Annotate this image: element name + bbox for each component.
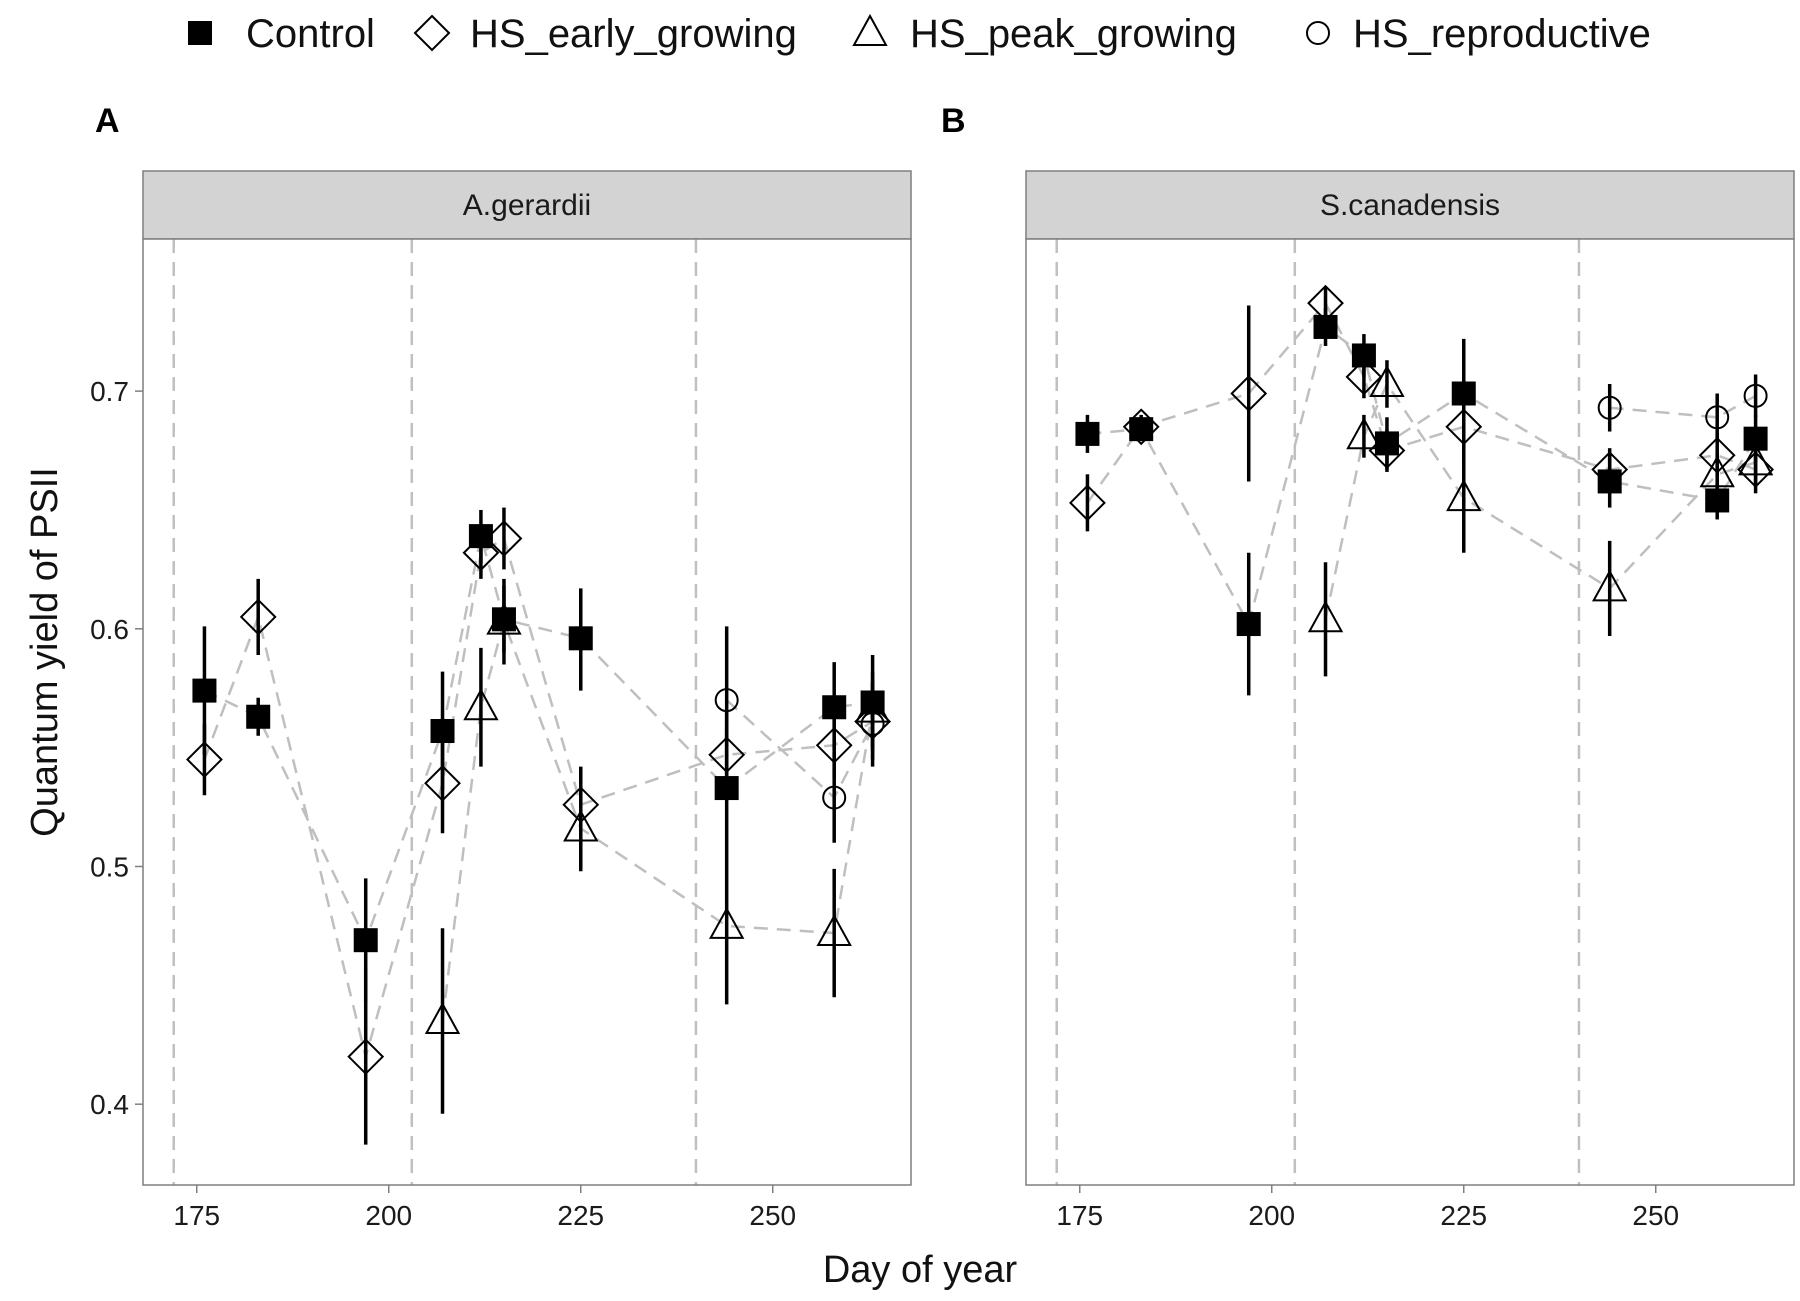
y-tick-label: 0.4	[90, 1089, 129, 1120]
x-tick-label: 200	[365, 1200, 412, 1231]
point-hs-peak-growing	[1446, 479, 1482, 512]
series-line-hs-early-growing	[1086, 300, 1757, 504]
point-control	[714, 776, 739, 801]
x-tick-label: 175	[173, 1200, 220, 1231]
point-control	[1313, 314, 1338, 339]
point-hs-early-growing	[815, 726, 853, 764]
x-tick-label: 250	[749, 1200, 796, 1231]
legend-marker-hs-reproductive	[1306, 21, 1330, 45]
point-hs-peak-growing	[1737, 443, 1774, 476]
point-control	[1374, 431, 1399, 456]
point-hs-early-growing	[1230, 375, 1268, 412]
point-hs-peak-growing	[816, 913, 852, 947]
x-tick-label: 225	[1440, 1200, 1487, 1231]
point-control	[1351, 343, 1376, 368]
point-hs-early-growing	[462, 534, 500, 572]
point-control	[353, 928, 378, 953]
point-hs-peak-growing	[708, 906, 745, 939]
point-hs-reproductive	[1597, 395, 1622, 420]
x-tick-label: 250	[1632, 1200, 1679, 1231]
point-hs-early-growing	[186, 741, 223, 778]
point-hs-early-growing	[1737, 451, 1775, 488]
point-hs-peak-growing	[463, 688, 499, 721]
legend-marker-hs-peak-growing	[852, 13, 888, 46]
point-hs-peak-growing	[424, 1001, 461, 1034]
point-hs-peak-growing	[1699, 455, 1735, 488]
point-control	[1129, 417, 1154, 442]
point-hs-reproductive	[1743, 383, 1768, 408]
panel-label: B	[941, 102, 966, 140]
plot-background	[1026, 239, 1794, 1185]
y-axis-title: Quantum yield of PSII	[24, 467, 66, 837]
point-hs-peak-growing	[1591, 569, 1628, 602]
strip-background	[142, 170, 912, 240]
point-control	[1451, 381, 1476, 406]
point-hs-peak-growing	[854, 690, 891, 723]
strip-title: A.gerardii	[463, 189, 591, 222]
y-tick-label: 0.7	[90, 376, 129, 407]
y-tick-label: 0.5	[90, 851, 129, 882]
point-hs-peak-growing	[486, 602, 522, 635]
panel-label: A	[95, 102, 120, 140]
point-hs-early-growing	[1368, 432, 1406, 469]
plot-frame	[142, 238, 912, 1186]
legend-label-hs-reproductive: HS_reproductive	[1353, 12, 1651, 56]
point-control	[1075, 421, 1100, 446]
point-control	[1705, 488, 1730, 513]
point-hs-early-growing	[239, 598, 277, 636]
point-hs-peak-growing	[1369, 364, 1405, 397]
point-hs-early-growing	[1445, 408, 1483, 446]
point-hs-early-growing	[1345, 358, 1383, 396]
legend-label-hs-early-growing: HS_early_growing	[470, 12, 797, 56]
point-hs-early-growing	[1698, 436, 1736, 474]
series-line-hs-reproductive	[1609, 394, 1757, 419]
point-control	[568, 626, 593, 651]
point-hs-early-growing	[1122, 408, 1160, 446]
point-control	[1597, 469, 1622, 494]
plot-background	[143, 239, 911, 1185]
plot-frame	[1025, 238, 1795, 1186]
x-tick-label: 175	[1056, 1200, 1103, 1231]
y-tick-label: 0.6	[90, 614, 129, 645]
point-control	[430, 719, 455, 744]
point-control	[192, 678, 217, 703]
point-hs-peak-growing	[1307, 600, 1344, 633]
point-hs-early-growing	[562, 786, 600, 824]
point-hs-peak-growing	[563, 809, 599, 842]
point-hs-early-growing	[708, 736, 746, 774]
point-hs-reproductive	[822, 785, 847, 810]
x-axis-title: Day of year	[823, 1249, 1018, 1291]
legend-label-hs-peak-growing: HS_peak_growing	[910, 12, 1237, 56]
series-line-control	[203, 535, 873, 944]
panel-a-gerardii: A A.gerardii 175 200 225 250 0.4 0.5 0.6 0.7	[90, 102, 912, 1231]
point-hs-early-growing	[1591, 451, 1629, 488]
point-control	[1236, 612, 1261, 637]
point-hs-reproductive	[1705, 405, 1730, 430]
point-hs-peak-growing	[1346, 417, 1382, 450]
legend: Control HS_early_growing HS_peak_growing HS…	[188, 12, 1651, 56]
point-control	[822, 695, 847, 720]
point-hs-reproductive	[860, 711, 885, 736]
point-control	[246, 704, 271, 729]
strip-background	[1025, 170, 1795, 240]
strip-title: S.canadensis	[1320, 189, 1500, 222]
point-hs-reproductive	[714, 688, 739, 713]
x-tick-label: 225	[557, 1200, 604, 1231]
panel-b-s-canadensis: B S.canadensis 175 200 225 250	[941, 102, 1795, 1231]
x-tick-label: 200	[1248, 1200, 1295, 1231]
point-hs-early-growing	[1069, 484, 1106, 522]
legend-marker-control	[188, 21, 212, 45]
point-control	[491, 607, 516, 632]
series-line-control	[1087, 324, 1757, 628]
legend-marker-hs-early-growing	[413, 14, 451, 52]
point-hs-early-growing	[1307, 284, 1344, 322]
point-hs-early-growing	[424, 764, 461, 802]
point-hs-early-growing	[347, 1038, 385, 1076]
legend-label-control: Control	[246, 12, 375, 56]
point-hs-early-growing	[854, 703, 892, 740]
point-hs-early-growing	[485, 520, 523, 557]
